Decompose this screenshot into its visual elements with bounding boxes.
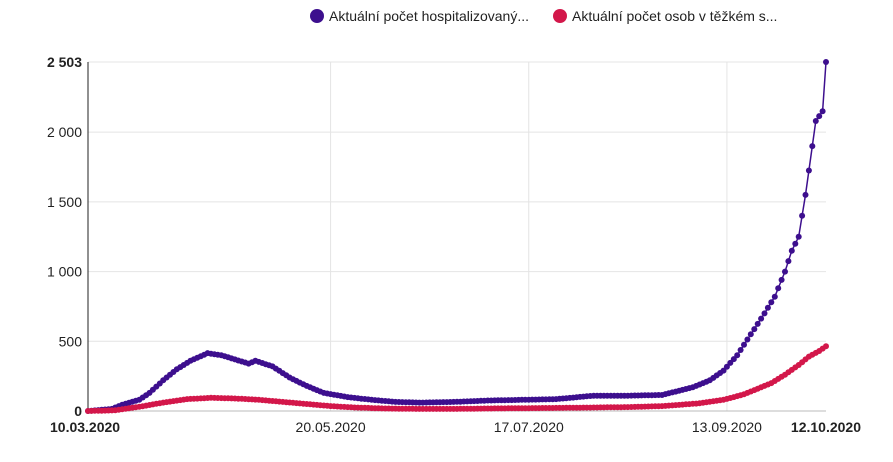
y-tick-label: 2 000 [47,124,82,140]
x-tick-label: 13.09.2020 [692,419,762,435]
data-point[interactable] [792,240,799,247]
data-point[interactable] [812,118,819,124]
data-point[interactable] [737,347,744,353]
data-point[interactable] [816,113,823,120]
data-point[interactable] [809,143,816,150]
data-point[interactable] [775,285,782,292]
y-tick-label: 1 000 [47,264,82,280]
data-point[interactable] [785,258,792,265]
data-point[interactable] [754,320,761,327]
data-point[interactable] [778,276,785,283]
y-tick-label: 1 500 [47,194,82,210]
legend-item-hospitalized[interactable]: Aktuální počet hospitalizovaný... [310,8,529,24]
data-point[interactable] [751,326,758,333]
legend-dot-hospitalized-icon [310,9,324,23]
legend-label-hospitalized: Aktuální počet hospitalizovaný... [329,8,530,24]
data-point[interactable] [782,268,788,275]
data-point[interactable] [799,212,806,219]
x-tick-label: 12.10.2020 [791,419,861,435]
data-point[interactable] [734,352,741,359]
legend-item-severe[interactable]: Aktuální počet osob v těžkém s... [553,8,777,24]
data-point[interactable] [747,331,754,338]
data-point[interactable] [819,108,826,115]
grid-lines [88,61,826,411]
x-tick-label: 17.07.2020 [494,419,564,435]
legend: Aktuální počet hospitalizovaný... Aktuál… [310,8,777,24]
series-layer [85,59,829,414]
legend-label-severe: Aktuální počet osob v těžkém s... [572,8,778,24]
data-point[interactable] [805,167,812,174]
series-0 [85,59,829,414]
data-point[interactable] [802,191,809,198]
data-point[interactable] [823,59,829,65]
data-point[interactable] [788,247,795,254]
data-point[interactable] [823,343,829,350]
y-tick-label: 0 [74,403,82,419]
data-point[interactable] [744,336,751,343]
x-tick-label: 20.05.2020 [296,419,366,435]
legend-dot-severe-icon [553,9,568,23]
data-point[interactable] [720,367,727,374]
data-point[interactable] [795,233,802,240]
tick-labels: 0 500 1 000 1 500 2 000 2 503 10.03.2020 20.05.… [47,54,861,435]
data-point[interactable] [761,310,768,317]
data-point[interactable] [727,359,734,366]
data-point[interactable] [771,293,778,300]
series-1 [85,343,829,414]
data-point[interactable] [730,356,737,363]
data-point[interactable] [758,315,765,322]
data-point[interactable] [768,299,775,306]
y-tick-label: 2 503 [47,54,82,70]
x-tick-label: 10.03.2020 [50,419,120,435]
y-tick-label: 500 [59,333,83,349]
data-point[interactable] [764,304,771,311]
data-point[interactable] [741,341,747,348]
